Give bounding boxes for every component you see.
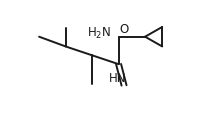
Text: H$_2$N: H$_2$N [87, 26, 111, 41]
Text: HN: HN [109, 71, 126, 84]
Text: O: O [119, 22, 128, 35]
